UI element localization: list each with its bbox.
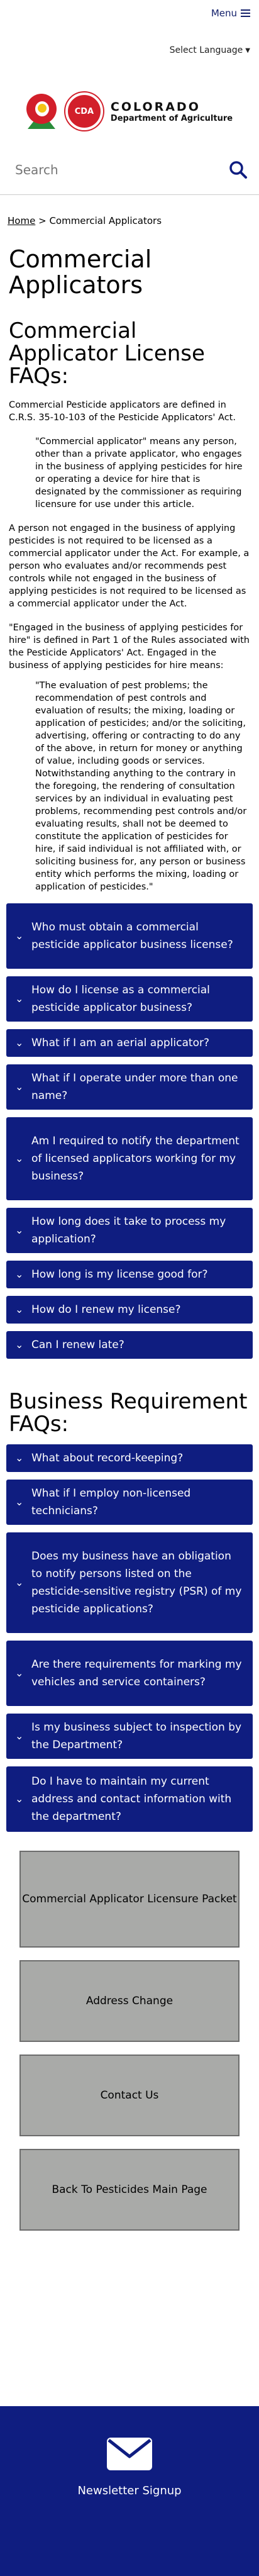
faq-item[interactable]: ⌄ How long is my license good for? [6,1261,253,1288]
faq-question: Can I renew late? [31,1339,124,1351]
not-required-paragraph: A person not engaged in the business of … [9,523,250,609]
faq-item[interactable]: ⌄ Do I have to maintain my current addres… [6,1766,253,1832]
logo-line-2: Department of Agriculture [110,113,233,123]
faq-question: What if I am an aerial applicator? [31,1037,209,1049]
logo-badge-text: CDA [74,106,94,116]
button-label: Contact Us [100,2089,159,2102]
faq-item[interactable]: ⌄ Is my business subject to inspection by… [6,1714,253,1759]
newsletter-signup-link[interactable]: Newsletter Signup [77,2484,182,2497]
faq-question: What if I operate under more than one na… [31,1072,238,1102]
faq-item[interactable]: ⌄ Are there requirements for marking my v… [6,1641,253,1706]
page-title: Commercial Applicators [9,245,152,299]
menu-button[interactable]: Menu [211,8,250,19]
faq-question: Who must obtain a commercial pesticide a… [31,921,233,951]
address-change-button[interactable]: Address Change [19,1960,240,2042]
faq-item[interactable]: ⌄ How long does it take to process my app… [6,1208,253,1253]
faq-question: How long does it take to process my appl… [31,1215,226,1246]
back-to-pesticides-button[interactable]: Back To Pesticides Main Page [19,2149,240,2231]
faq-question: Are there requirements for marking my ve… [31,1658,242,1688]
colorado-c-logo-icon [26,92,58,130]
chevron-down-icon: ⌄ [15,1081,24,1093]
engaged-definition-quote: "The evaluation of pest problems; the re… [35,681,247,892]
chevron-down-icon: ⌄ [15,1793,24,1805]
chevron-down-icon: ⌄ [15,930,24,942]
chevron-down-icon: ⌄ [15,1730,24,1742]
top-bar: Menu [0,0,259,38]
chevron-down-icon: ▼ [245,47,250,54]
chevron-down-icon: ⌄ [15,1268,24,1280]
search-input[interactable]: Search [15,162,58,177]
chevron-down-icon: ⌄ [15,1576,24,1588]
faq-question: Does my business have an obligation to n… [31,1550,242,1615]
breadcrumb-separator: > [38,215,47,226]
faq-question: How long is my license good for? [31,1268,208,1281]
faq-item[interactable]: ⌄ What if I employ non-licensed technicia… [6,1480,253,1525]
search-icon[interactable] [229,160,248,179]
business-faq-list: ⌄ What about record-keeping? ⌄ What if I e… [0,1444,259,1832]
breadcrumb-home-link[interactable]: Home [8,215,36,226]
definition-quote: "Commercial applicator" means any person… [35,437,243,510]
faq-item[interactable]: ⌄ Am I required to notify the department … [6,1117,253,1200]
breadcrumb: Home > Commercial Applicators [0,195,259,235]
search-bar[interactable]: Search [0,145,259,195]
faq-question: Do I have to maintain my current address… [31,1775,232,1823]
menu-label: Menu [211,8,237,19]
faq-item[interactable]: ⌄ How do I renew my license? [6,1296,253,1324]
faq-item[interactable]: ⌄ What about record-keeping? [6,1444,253,1472]
licensure-packet-button[interactable]: Commercial Applicator Licensure Packet [19,1851,240,1948]
language-selector[interactable]: Select Language ▼ [0,38,259,63]
faq-item[interactable]: ⌄ What if I am an aerial applicator? [6,1029,253,1057]
chevron-down-icon: ⌄ [15,1303,24,1315]
logo-text: COLORADO Department of Agriculture [111,100,233,123]
contact-us-button[interactable]: Contact Us [19,2055,240,2136]
section-heading-license-faqs: Commercial Applicator License FAQs: [9,318,205,389]
envelope-icon[interactable] [107,2438,152,2470]
faq-question: Am I required to notify the department o… [31,1135,240,1183]
chevron-down-icon: ⌄ [15,1224,24,1236]
faq-item[interactable]: ⌄ How do I license as a commercial pestic… [6,976,253,1022]
chevron-down-icon: ⌄ [15,1037,24,1049]
faq-item[interactable]: ⌄ What if I operate under more than one n… [6,1064,253,1110]
chevron-down-icon: ⌄ [15,1496,24,1508]
faq-question: What about record-keeping? [31,1452,184,1464]
faq-question: Is my business subject to inspection by … [31,1721,242,1751]
footer: Newsletter Signup [0,2406,259,2576]
faq-question: How do I renew my license? [31,1303,181,1316]
engaged-definition-paragraph: "Engaged in the business of applying pes… [9,623,250,671]
button-label: Address Change [85,1995,174,2007]
chevron-down-icon: ⌄ [15,1452,24,1464]
site-logo[interactable]: CDA COLORADO Department of Agriculture [0,63,259,145]
link-button-list: Commercial Applicator Licensure Packet A… [0,1851,259,2231]
section-heading-business-faqs: Business Requirement FAQs: [9,1389,248,1437]
button-label: Commercial Applicator Licensure Packet [22,1893,237,1905]
faq-question: How do I license as a commercial pestici… [31,984,210,1014]
language-label: Select Language [169,45,243,55]
cda-seal-icon: CDA [65,92,103,130]
faq-question: What if I employ non-licensed technician… [31,1487,191,1517]
license-faq-list: ⌄ Who must obtain a commercial pesticide … [0,903,259,1359]
chevron-down-icon: ⌄ [15,1152,24,1164]
faq-item[interactable]: ⌄ Can I renew late? [6,1331,253,1359]
faq-item[interactable]: ⌄ Does my business have an obligation to … [6,1532,253,1633]
button-label: Back To Pesticides Main Page [52,2183,207,2196]
faq-item[interactable]: ⌄ Who must obtain a commercial pesticide … [6,903,253,969]
logo-line-1: COLORADO [110,99,201,114]
intro-paragraph: Commercial Pesticide applicators are def… [9,400,236,423]
chevron-down-icon: ⌄ [15,993,24,1005]
chevron-down-icon: ⌄ [15,1667,24,1679]
chevron-down-icon: ⌄ [15,1339,24,1351]
breadcrumb-current: Commercial Applicators [49,215,162,226]
hamburger-icon [241,9,250,17]
